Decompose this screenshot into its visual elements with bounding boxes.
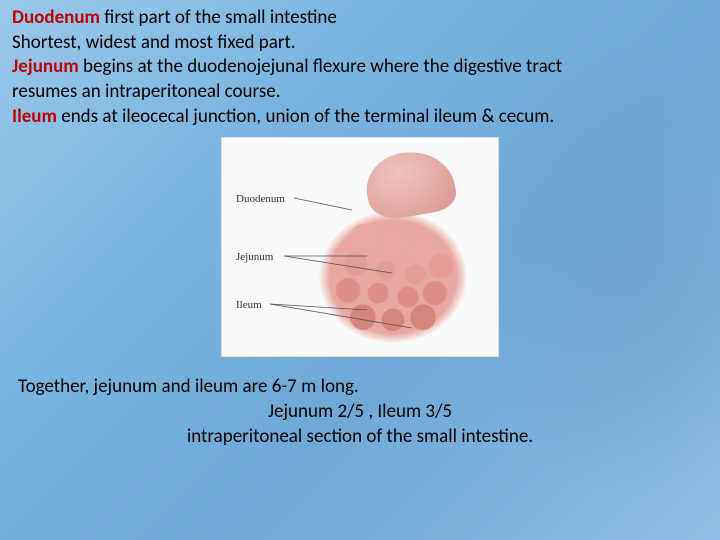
term-duodenum: Duodenum xyxy=(12,6,100,29)
ileum-rest: ends at ileocecal junction, union of the… xyxy=(57,105,554,128)
jejunum-rest: begins at the duodenojejunal flexure whe… xyxy=(79,55,562,78)
figure-container: Duodenum Jejunum Ileum xyxy=(12,137,708,365)
intestine-shape xyxy=(318,210,468,344)
duodenum-line: Duodenum first part of the small intesti… xyxy=(12,6,708,31)
jejunum-line2: resumes an intraperitoneal course. xyxy=(12,80,708,105)
bottom-text: Together, jejunum and ileum are 6-7 m lo… xyxy=(12,375,708,449)
anatomy-figure: Duodenum Jejunum Ileum xyxy=(221,137,499,357)
figure-label-duodenum: Duodenum xyxy=(236,192,285,206)
ileum-line: Ileum ends at ileocecal junction, union … xyxy=(12,105,708,130)
bottom-line1: Together, jejunum and ileum are 6-7 m lo… xyxy=(12,375,708,400)
slide-content: Duodenum first part of the small intesti… xyxy=(0,0,720,457)
bottom-line3: intraperitoneal section of the small int… xyxy=(12,425,708,450)
jejunum-line: Jejunum begins at the duodenojejunal fle… xyxy=(12,55,708,80)
bottom-line2: Jejunum 2/5 , Ileum 3/5 xyxy=(12,400,708,425)
duodenum-line2: Shortest, widest and most fixed part. xyxy=(12,31,708,56)
duodenum-rest: first part of the small intestine xyxy=(100,6,337,29)
figure-label-jejunum: Jejunum xyxy=(236,250,273,264)
figure-label-ileum: Ileum xyxy=(236,298,262,312)
term-ileum: Ileum xyxy=(12,105,57,128)
term-jejunum: Jejunum xyxy=(12,55,79,78)
